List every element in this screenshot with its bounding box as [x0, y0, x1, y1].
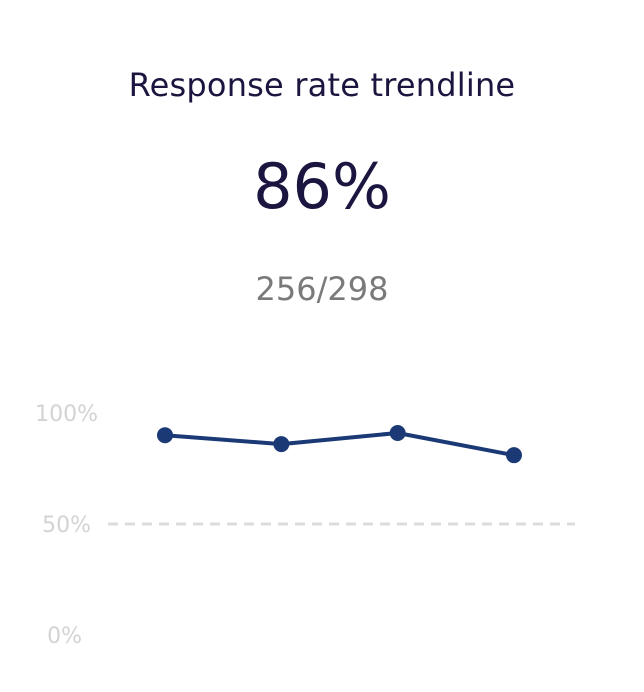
response-count: 256/298	[255, 270, 389, 308]
data-point[interactable]	[273, 436, 290, 453]
y-axis-ticks: 100% 50% 0%	[35, 402, 98, 649]
data-point[interactable]	[157, 427, 173, 444]
card-title: Response rate trendline	[128, 66, 516, 104]
y-tick-label: 0%	[47, 624, 82, 649]
series-line-path	[164, 430, 515, 458]
series-line	[164, 430, 515, 458]
y-tick-label: 50%	[42, 513, 91, 538]
y-tick-label: 100%	[35, 402, 98, 427]
data-point[interactable]	[389, 424, 406, 441]
response-rate-value: 86%	[253, 150, 391, 223]
series-points	[157, 424, 522, 464]
data-point[interactable]	[506, 447, 522, 464]
